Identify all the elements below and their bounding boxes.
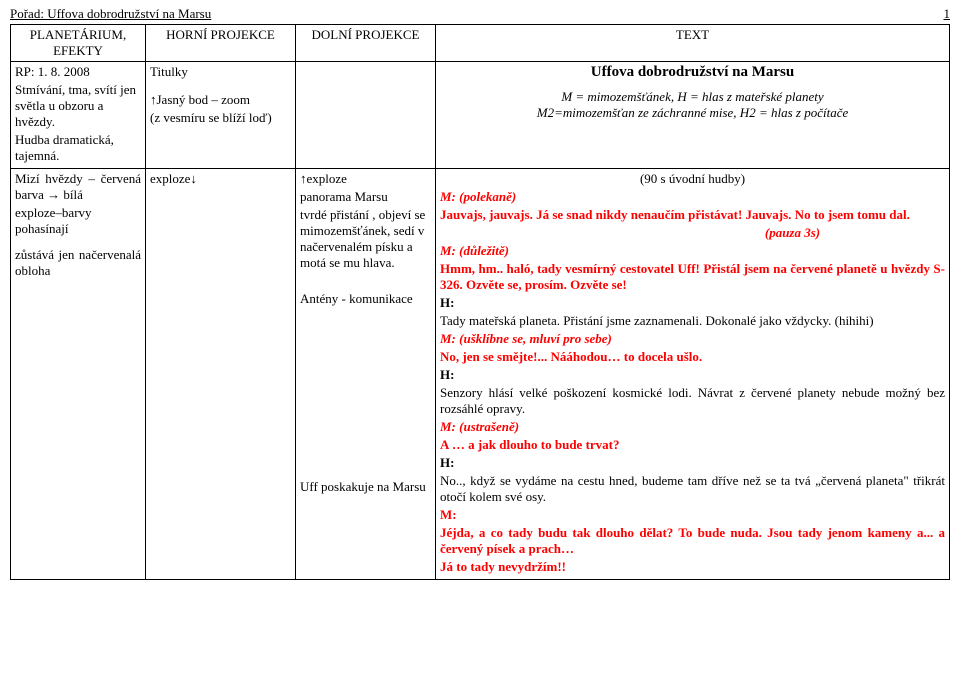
dialogue-line: Jauvajs, jauvajs. Já se snad nikdy nenau… — [440, 207, 945, 223]
dialogue-line: No, jen se smějte!... Nááhodou… to docel… — [440, 349, 945, 365]
cell-horni-2: exploze — [146, 169, 296, 580]
speaker-cue: M: — [440, 507, 945, 523]
header-title: Pořad: Uffova dobrodružství na Marsu — [10, 6, 211, 22]
script-title: Uffova dobrodružství na Marsu — [440, 64, 945, 81]
speaker-cue: M: (ušklíbne se, mluví pro sebe) — [440, 331, 945, 347]
stage-note: exploze — [300, 171, 431, 187]
stage-note: Uff poskakuje na Marsu — [300, 479, 431, 495]
dialogue-line: Tady mateřská planeta. Přistání jsme zaz… — [440, 313, 945, 329]
dialogue-line: Jéjda, a co tady budu tak dlouho dělat? … — [440, 525, 945, 557]
col-header-planetarium: PLANETÁRIUM, EFEKTY — [11, 25, 146, 62]
speaker-cue: M: (důležitě) — [440, 243, 945, 259]
col-header-horni: HORNÍ PROJEKCE — [146, 25, 296, 62]
rp-date: RP: 1. 8. 2008 — [15, 64, 141, 80]
legend-line: M = mimozemšťánek, H = hlas z mateřské p… — [440, 89, 945, 105]
stage-note: Titulky — [150, 64, 291, 80]
header-page-number: 1 — [944, 6, 951, 22]
col-header-text: TEXT — [436, 25, 950, 62]
cell-text-2: (90 s úvodní hudby) M: (polekaně) Jauvaj… — [436, 169, 950, 580]
stage-note: Hudba dramatická, tajemná. — [15, 132, 141, 164]
col-header-dolni: DOLNÍ PROJEKCE — [296, 25, 436, 62]
cell-dolni-2: exploze panorama Marsu tvrdé přistání , … — [296, 169, 436, 580]
dialogue-line: Senzory hlásí velké poškození kosmické l… — [440, 385, 945, 417]
dialogue-line: A … a jak dlouho to bude trvat? — [440, 437, 945, 453]
stage-note: exploze–barvy pohasínají — [15, 205, 141, 237]
cell-planetarium-1: RP: 1. 8. 2008 Stmívání, tma, svítí jen … — [11, 62, 146, 169]
arrow-down-icon — [190, 171, 197, 186]
stage-note: (z vesmíru se blíží loď) — [150, 110, 291, 126]
stage-note: panorama Marsu — [300, 189, 431, 205]
speaker-cue: H: — [440, 295, 945, 311]
cell-planetarium-2: Mizí hvězdy – červená barva → bílá explo… — [11, 169, 146, 580]
speaker-cue: M: (polekaně) — [440, 189, 945, 205]
cell-horni-1: Titulky Jasný bod – zoom (z vesmíru se b… — [146, 62, 296, 169]
table-row: RP: 1. 8. 2008 Stmívání, tma, svítí jen … — [11, 62, 950, 169]
stage-note: Stmívání, tma, svítí jen světla u obzoru… — [15, 82, 141, 130]
page: Pořad: Uffova dobrodružství na Marsu 1 P… — [0, 0, 960, 674]
stage-note: exploze — [150, 171, 197, 186]
legend-line: M2=mimozemšťan ze záchranné mise, H2 = h… — [440, 105, 945, 121]
intro-timing: (90 s úvodní hudby) — [440, 171, 945, 187]
stage-note: zůstává jen načervenalá obloha — [15, 247, 141, 279]
stage-note: tvrdé přistání , objeví se mimozemšťánek… — [300, 207, 431, 271]
table-row: Mizí hvězdy – červená barva → bílá explo… — [11, 169, 950, 580]
page-header: Pořad: Uffova dobrodružství na Marsu 1 — [10, 6, 950, 22]
cell-dolni-1 — [296, 62, 436, 169]
dialogue-line: Hmm, hm.. haló, tady vesmírný cestovatel… — [440, 261, 945, 293]
speaker-cue: M: (ustrašeně) — [440, 419, 945, 435]
script-table: PLANETÁRIUM, EFEKTY HORNÍ PROJEKCE DOLNÍ… — [10, 24, 950, 580]
stage-note: Antény - komunikace — [300, 291, 431, 307]
pause-cue: (pauza 3s) — [440, 225, 945, 241]
dialogue-line: Já to tady nevydržím!! — [440, 559, 945, 575]
speaker-cue: H: — [440, 455, 945, 471]
dialogue-line: No.., když se vydáme na cestu hned, bude… — [440, 473, 945, 505]
speaker-cue: H: — [440, 367, 945, 383]
cell-text-1: Uffova dobrodružství na Marsu M = mimoze… — [436, 62, 950, 169]
table-header-row: PLANETÁRIUM, EFEKTY HORNÍ PROJEKCE DOLNÍ… — [11, 25, 950, 62]
stage-note: Mizí hvězdy – červená barva → bílá — [15, 171, 141, 203]
stage-note: Jasný bod – zoom — [150, 92, 291, 108]
